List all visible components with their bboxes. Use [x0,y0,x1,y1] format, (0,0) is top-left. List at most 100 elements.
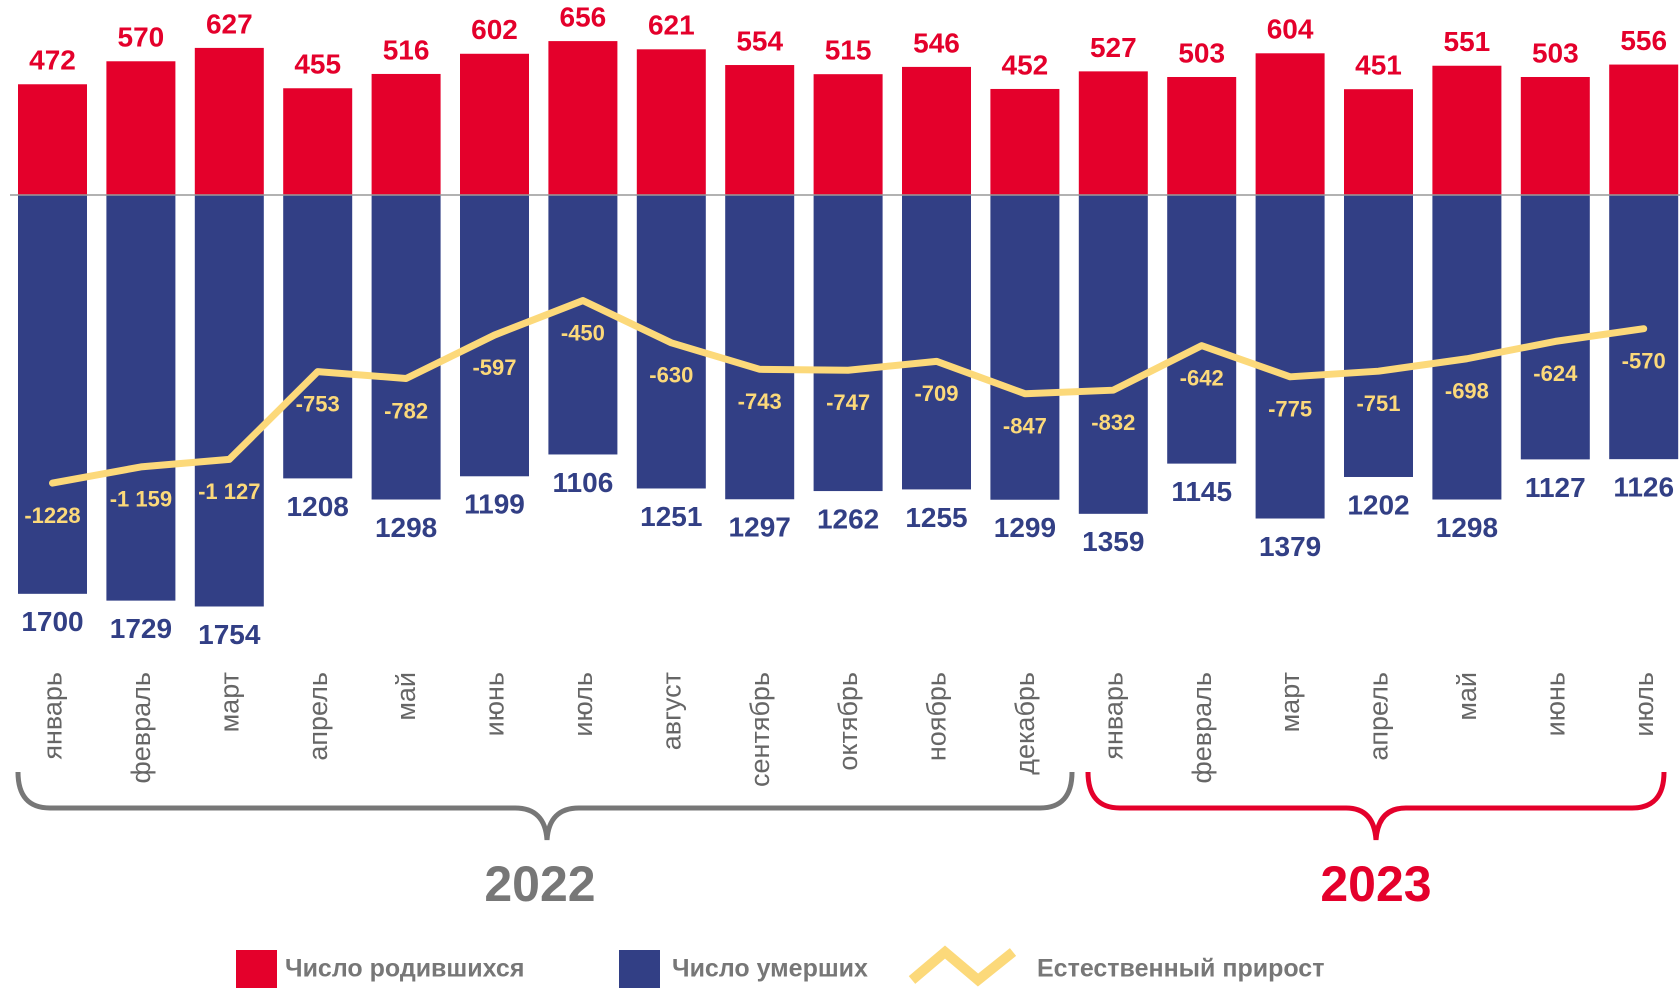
data-label: 1700 [21,606,83,637]
data-label: 1251 [640,501,702,532]
bar [371,73,441,195]
data-label: 452 [1002,49,1049,80]
bar [813,74,883,195]
data-label: -698 [1445,379,1489,404]
x-tick-label: июнь [1540,672,1570,736]
bar [283,195,353,479]
data-label: 627 [206,8,253,39]
year-braces [15,771,1667,841]
bar [460,53,529,196]
data-label: 546 [913,27,960,58]
data-label: -743 [738,389,782,414]
data-label: -624 [1533,361,1578,386]
bar [283,88,353,195]
bar [371,195,441,500]
bar [106,195,176,601]
bar [902,66,971,195]
bar [18,195,87,594]
data-label: -450 [561,320,605,345]
data-label: 551 [1444,26,1491,57]
bar [1520,76,1590,195]
bar [1344,195,1413,477]
bar [725,195,795,500]
data-label: 1297 [729,512,791,543]
data-label: 503 [1178,37,1225,68]
data-label: 1106 [553,467,614,498]
data-label: 455 [294,49,341,80]
bar [990,195,1060,500]
data-label: -1 127 [198,479,260,504]
x-tick-label: октябрь [833,672,863,771]
data-label: 602 [471,14,518,45]
bar [1167,195,1237,464]
line [49,297,1648,487]
bar [548,41,618,195]
bar [1520,195,1590,460]
data-label: -1228 [24,503,80,528]
data-label: 503 [1532,37,1579,68]
bar [1609,64,1679,195]
data-label: 515 [825,35,872,66]
data-label: 556 [1620,25,1667,56]
data-label: -630 [649,363,693,388]
data-label: -709 [914,381,958,406]
data-label: -832 [1091,410,1135,435]
x-tick-label: март [214,672,244,732]
data-label: -782 [384,398,428,423]
x-tick-label: ноябрь [922,672,952,761]
bar [990,88,1060,195]
legend-label: Число умерших [672,955,868,983]
brace-2022 [15,771,1075,841]
bar [1255,53,1325,195]
data-label: 1359 [1082,526,1144,557]
x-tick-label: июль [1629,672,1659,737]
data-label: 1202 [1347,489,1409,520]
data-label: 1127 [1525,472,1586,503]
legend-swatch [236,950,277,988]
data-label: 1199 [464,489,525,520]
data-label: 527 [1090,32,1137,63]
data-label: 570 [118,22,165,53]
x-tick-label: июнь [480,672,510,736]
x-tick-label: февраль [1187,672,1217,783]
data-label: -747 [826,390,870,415]
year-label: 2023 [1320,856,1431,912]
bar [18,84,87,195]
legend-label: Естественный прирост [1037,955,1324,983]
year-label: 2022 [484,856,595,912]
legend-swatch [908,945,1017,987]
data-label: 1255 [905,502,967,533]
brace-2023 [1085,771,1667,841]
bar [1432,195,1502,500]
bar [636,49,706,195]
data-label: 1298 [375,512,437,543]
bar [194,47,264,196]
bar [1078,71,1148,195]
x-tick-label: январь [38,672,68,760]
data-label: -642 [1180,365,1224,390]
bar [1167,76,1237,195]
data-label: 604 [1267,14,1314,45]
bar [1255,195,1325,519]
data-label: -753 [296,391,340,416]
data-label: -751 [1356,391,1400,416]
bar [106,61,176,195]
x-tick-label: май [1452,672,1482,721]
data-label: 1754 [198,619,261,650]
data-label: 1379 [1259,531,1321,562]
data-label: -775 [1268,397,1312,422]
legend-swatch [619,950,660,988]
x-tick-label: январь [1098,672,1128,760]
data-label: 1729 [110,613,172,644]
legend-label: Число родившихся [285,955,524,983]
x-tick-label: апрель [1364,672,1394,761]
bar [194,195,264,607]
bar [902,195,971,490]
x-tick-label: декабрь [1010,672,1040,775]
data-label: 451 [1355,50,1402,81]
data-label: 516 [383,34,430,65]
data-label: -570 [1622,349,1666,374]
x-tick-label: февраль [126,672,156,783]
x-tick-label: август [656,672,686,750]
